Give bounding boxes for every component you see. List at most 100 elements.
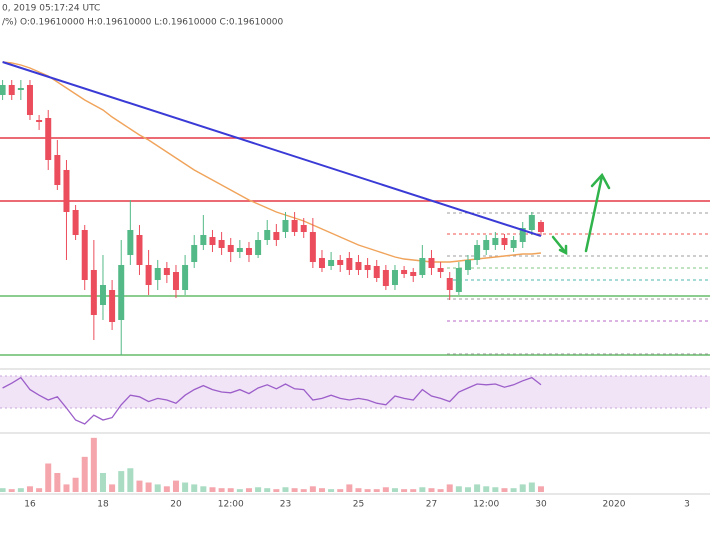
candle-body xyxy=(382,270,389,286)
volume-bar xyxy=(172,480,179,492)
x-tick-label: 12:00 xyxy=(218,500,244,510)
volume-bar xyxy=(63,484,70,492)
candle-body xyxy=(63,170,70,212)
candle-body xyxy=(300,225,307,232)
volume-bar xyxy=(446,484,453,492)
arrow-head xyxy=(590,172,611,190)
candle-body xyxy=(154,268,161,280)
volume-bar xyxy=(382,487,389,492)
arrow-up xyxy=(584,174,604,253)
volume-bar xyxy=(346,484,353,492)
candle-body xyxy=(45,118,52,160)
rsi-band xyxy=(0,376,710,408)
volume-bar xyxy=(474,484,481,492)
candle-body xyxy=(428,258,435,268)
candle-body xyxy=(492,238,499,245)
volume-bar xyxy=(45,463,52,492)
volume-bar xyxy=(154,484,161,492)
x-tick-label: 27 xyxy=(426,500,437,510)
volume-bar xyxy=(428,488,435,492)
candle-body xyxy=(410,272,417,276)
volume-bar xyxy=(255,487,262,492)
volume-bar xyxy=(264,488,271,492)
candle-body xyxy=(355,262,362,270)
volume-bar xyxy=(291,488,298,492)
volume-bar xyxy=(364,489,371,492)
x-tick-label: 20 xyxy=(170,500,182,510)
volume-bar xyxy=(227,488,234,492)
candle-body xyxy=(0,85,6,95)
x-tick-label: 12:00 xyxy=(473,500,499,510)
chart-title: 0, 2019 05:17:24 UTC xyxy=(2,4,100,14)
candle-body xyxy=(255,240,262,255)
volume-bar xyxy=(163,486,170,492)
candle-body xyxy=(245,248,252,255)
trend-line xyxy=(2,61,542,237)
candle-body xyxy=(346,258,353,270)
volume-bar xyxy=(72,477,79,492)
x-tick-label: 2020 xyxy=(603,500,626,510)
volume-bar xyxy=(90,437,97,492)
volume-bar xyxy=(245,488,252,492)
candle-body xyxy=(273,232,280,240)
volume-bar xyxy=(464,487,471,492)
volume-bar xyxy=(36,488,43,492)
candle-body xyxy=(72,210,79,235)
candle-body xyxy=(163,268,170,275)
volume-bar xyxy=(373,489,380,492)
candle-body xyxy=(36,120,43,122)
candle-body xyxy=(364,265,371,270)
volume-bar xyxy=(127,468,134,492)
x-tick-label: 16 xyxy=(24,500,36,510)
candle-body xyxy=(510,240,517,248)
candle-body xyxy=(519,228,526,242)
candle-body xyxy=(236,248,243,252)
x-tick-label: 18 xyxy=(97,500,109,510)
candle-body xyxy=(264,230,271,240)
candle-body xyxy=(446,278,453,290)
volume-bar xyxy=(419,487,426,492)
volume-bar xyxy=(99,473,106,492)
candle-body xyxy=(419,258,426,275)
rsi-line xyxy=(2,376,542,425)
candle-body xyxy=(200,235,207,245)
candle-body xyxy=(537,222,544,232)
volume-bar xyxy=(81,456,88,492)
volume-bar xyxy=(318,488,325,492)
candle-body xyxy=(218,240,225,248)
volume-bar xyxy=(528,482,535,492)
candle-body xyxy=(127,230,134,255)
volume-bar xyxy=(0,488,6,492)
volume-bar xyxy=(391,488,398,492)
candle-body xyxy=(54,155,61,185)
drawn-arrows xyxy=(551,172,611,256)
volume-bar xyxy=(109,484,116,492)
candle-body xyxy=(528,215,535,230)
candle-body xyxy=(282,220,289,232)
candle-body xyxy=(172,272,179,290)
candle-body xyxy=(337,260,344,265)
x-tick-label: 30 xyxy=(535,500,547,510)
volume-bar xyxy=(328,489,335,492)
candle-body xyxy=(501,238,508,245)
candle-body xyxy=(8,85,15,95)
volume-bar xyxy=(483,486,490,492)
candle-body xyxy=(109,290,116,322)
volume-bar xyxy=(26,486,33,492)
volume-bar xyxy=(355,488,362,492)
candle-body xyxy=(99,285,106,305)
x-tick-label: 25 xyxy=(353,500,364,510)
volume-bar xyxy=(455,486,462,492)
candle-body xyxy=(227,245,234,252)
volume-bar xyxy=(492,487,499,492)
candle-body xyxy=(136,235,143,265)
candle-body xyxy=(145,265,152,285)
volume-bar xyxy=(300,489,307,492)
volume-bar xyxy=(282,487,289,492)
candle-body xyxy=(401,270,408,274)
volume-bar xyxy=(145,482,152,492)
volume-bar xyxy=(54,473,61,492)
chart-subtitle: /%) O:0.19610000 H:0.19610000 L:0.196100… xyxy=(2,18,284,28)
candle-body xyxy=(318,258,325,268)
